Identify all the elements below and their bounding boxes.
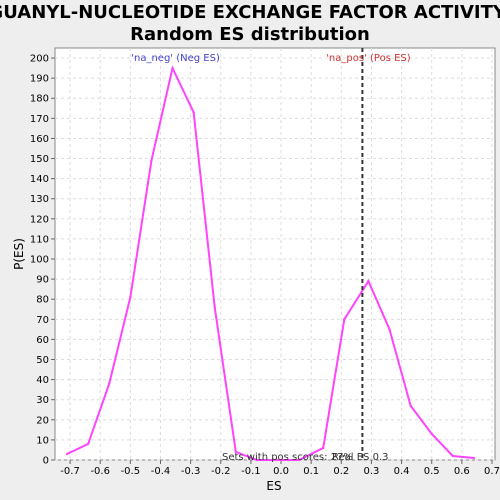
y-tick-label: 170 xyxy=(30,114,49,125)
x-tick-label: -0.3 xyxy=(181,466,201,477)
y-tick-label: 10 xyxy=(36,435,49,446)
neg-es-annotation: 'na_neg' (Neg ES) xyxy=(131,53,220,64)
y-tick-label: 50 xyxy=(36,355,49,366)
y-tick-label: 70 xyxy=(36,315,49,326)
y-tick-label: 60 xyxy=(36,335,49,346)
data-point xyxy=(409,404,412,407)
grid-lines xyxy=(55,48,495,461)
x-tick-label: 0.2 xyxy=(333,466,349,477)
y-tick-label: 160 xyxy=(30,134,49,145)
series-points xyxy=(65,66,476,462)
y-tick-label: 20 xyxy=(36,415,49,426)
y-tick-label: 30 xyxy=(36,395,49,406)
data-point xyxy=(171,66,174,70)
data-point xyxy=(451,454,455,458)
data-point xyxy=(150,159,153,162)
x-tick-label: -0.5 xyxy=(121,466,141,477)
data-point xyxy=(65,452,69,456)
x-tick-label: -0.6 xyxy=(90,466,110,477)
y-tick-label: 120 xyxy=(30,214,49,225)
x-axis-ticks: -0.7 -0.6 -0.5 -0.4 -0.3 -0.2 -0.1 0.0 0.1 0.2 0.3… xyxy=(60,460,500,477)
y-tick-label: 110 xyxy=(30,234,49,245)
data-point xyxy=(322,446,325,450)
y-tick-label: 40 xyxy=(36,375,49,386)
x-tick-label: 0.7 xyxy=(484,466,500,477)
y-tick-label: 90 xyxy=(36,275,49,286)
data-point xyxy=(472,456,476,460)
y-tick-label: 150 xyxy=(30,154,49,165)
data-point xyxy=(343,318,346,321)
x-tick-label: 0.5 xyxy=(424,466,440,477)
y-tick-label: 140 xyxy=(30,174,49,185)
y-tick-label: 200 xyxy=(30,54,49,65)
data-point xyxy=(367,279,370,283)
data-point xyxy=(192,111,195,114)
y-tick-label: 190 xyxy=(30,74,49,85)
data-point xyxy=(430,432,433,436)
x-tick-label: -0.4 xyxy=(151,466,171,477)
data-point xyxy=(234,450,238,454)
x-tick-label: 0.0 xyxy=(273,466,289,477)
x-tick-label: 0.3 xyxy=(363,466,379,477)
y-axis-ticks: 0 10 20 30 40 50 60 70 80 90 100 110 120 130 140 150 160… xyxy=(30,54,55,467)
y-tick-label: 100 xyxy=(30,255,49,266)
data-point xyxy=(388,328,391,331)
x-tick-label: -0.2 xyxy=(211,466,231,477)
x-tick-label: -0.1 xyxy=(241,466,261,477)
x-axis-label: ES xyxy=(266,479,281,493)
es-distribution-line xyxy=(66,65,474,461)
x-tick-label: 0.4 xyxy=(394,466,410,477)
data-point xyxy=(108,382,111,385)
data-point xyxy=(276,458,280,462)
x-tick-label: 0.1 xyxy=(303,466,319,477)
x-tick-label: -0.7 xyxy=(60,466,80,477)
y-axis-label: P(ES) xyxy=(12,238,26,270)
pos-es-annotation: 'na_pos' (Pos ES) xyxy=(326,53,411,64)
y-tick-label: 80 xyxy=(36,295,49,306)
y-tick-label: 180 xyxy=(30,94,49,105)
data-point xyxy=(86,442,90,446)
y-tick-label: 0 xyxy=(43,456,49,467)
chart-subtitle: Random ES distribution xyxy=(130,24,370,45)
chart-title: GUANYL-NUCLEOTIDE EXCHANGE FACTOR ACTIVI… xyxy=(0,2,500,23)
data-point xyxy=(297,458,301,462)
plot-area xyxy=(54,47,496,461)
y-tick-label: 130 xyxy=(30,194,49,205)
data-point xyxy=(213,306,216,309)
pos-scores-footer: Sets with pos scores: 27% xyxy=(222,452,353,463)
data-point xyxy=(255,458,259,462)
real-es-footer: Real ES 0.3 xyxy=(332,452,388,463)
data-point xyxy=(129,296,132,299)
x-tick-label: 0.6 xyxy=(454,466,470,477)
